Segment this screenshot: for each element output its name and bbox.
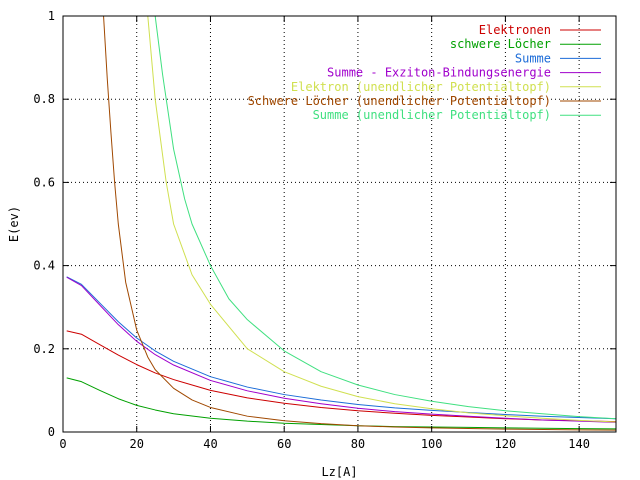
axis-ticks: 0 20 40 60 80 100 120 140 0 0.2 0.4 0.6 0.8 1	[33, 9, 616, 451]
x-axis-label: Lz[A]	[321, 465, 357, 479]
y-axis-label: E(ev)	[7, 206, 21, 242]
legend-label: schwere Löcher	[450, 37, 551, 51]
x-tick-label: 40	[203, 437, 217, 451]
x-tick-label: 20	[130, 437, 144, 451]
y-tick-label: 0.4	[33, 259, 55, 273]
series-line-5	[103, 16, 616, 431]
legend-label: Elektron (unendlicher Potentialtopf)	[291, 80, 551, 94]
series-line-2	[66, 276, 616, 420]
y-tick-label: 0.2	[33, 342, 55, 356]
y-tick-label: 1	[48, 9, 55, 23]
legend-label: Summe (unendlicher Potentialtopf)	[313, 108, 551, 122]
series-line-6	[154, 16, 616, 420]
y-tick-label: 0.8	[33, 92, 55, 106]
x-tick-label: 100	[421, 437, 443, 451]
legend-label: Schwere Löcher (unendlicher Potentialtop…	[248, 94, 551, 108]
series-line-4	[147, 16, 616, 423]
series-line-3	[66, 276, 616, 423]
x-tick-label: 0	[59, 437, 66, 451]
legend-label: Summe - Exziton-Bindungsenergie	[327, 66, 551, 80]
plot-frame	[62, 15, 617, 433]
x-tick-label: 60	[277, 437, 291, 451]
y-tick-label: 0	[48, 425, 55, 439]
y-tick-label: 0.6	[33, 175, 55, 189]
legend-label: Summe	[515, 51, 551, 65]
legend-label: Elektronen	[479, 23, 551, 37]
x-tick-label: 80	[351, 437, 365, 451]
x-tick-label: 140	[568, 437, 590, 451]
x-tick-label: 120	[495, 437, 517, 451]
